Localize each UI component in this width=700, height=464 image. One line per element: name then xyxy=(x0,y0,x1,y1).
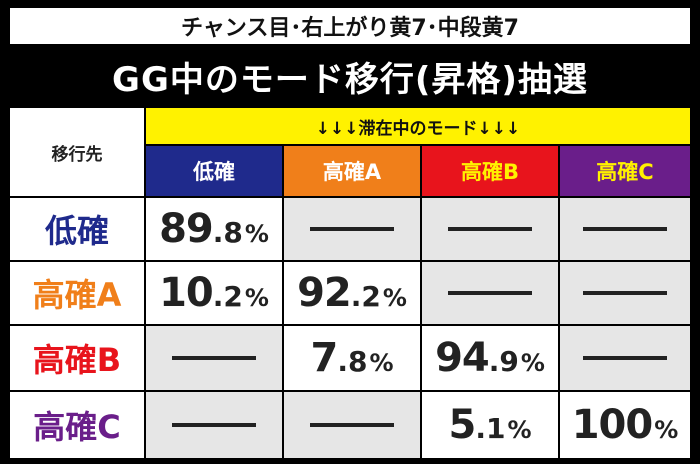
no-transition-cell xyxy=(422,198,558,260)
column-header: 高確C xyxy=(560,146,690,196)
column-header: 高確A xyxy=(284,146,420,196)
no-transition-cell xyxy=(146,392,282,458)
column-header: 低確 xyxy=(146,146,282,196)
probability-cell: 7.8% xyxy=(284,326,420,390)
column-header: 高確B xyxy=(422,146,558,196)
dash-mark xyxy=(583,227,667,231)
probability-cell: 100% xyxy=(560,392,690,458)
dash-mark xyxy=(583,356,667,360)
no-transition-cell xyxy=(560,326,690,390)
no-transition-cell xyxy=(284,198,420,260)
probability-cell: 10.2% xyxy=(146,262,282,324)
no-transition-cell xyxy=(422,262,558,324)
row-header: 高確C xyxy=(10,392,144,458)
probability-cell: 5.1% xyxy=(422,392,558,458)
dash-mark xyxy=(172,356,256,360)
probability-cell: 92.2% xyxy=(284,262,420,324)
page-title: GG中のモード移行(昇格)抽選 xyxy=(112,59,588,100)
dash-mark xyxy=(172,423,256,427)
no-transition-cell xyxy=(560,262,690,324)
row-header: 低確 xyxy=(10,198,144,260)
row-header: 高確A xyxy=(10,262,144,324)
dash-mark xyxy=(310,227,394,231)
no-transition-cell xyxy=(560,198,690,260)
dash-mark xyxy=(583,291,667,295)
dash-mark xyxy=(310,423,394,427)
probability-cell: 89.8% xyxy=(146,198,282,260)
no-transition-cell xyxy=(284,392,420,458)
current-mode-header: ↓↓↓滞在中のモード↓↓↓ xyxy=(146,108,690,144)
row-header: 高確B xyxy=(10,326,144,390)
probability-cell: 94.9% xyxy=(422,326,558,390)
dash-mark xyxy=(448,227,532,231)
no-transition-cell xyxy=(146,326,282,390)
transition-grid: 移行先 ↓↓↓滞在中のモード↓↓↓ 低確 高確A 高確B 高確C 低確 89.8% 高確A 1… xyxy=(10,108,690,458)
destination-header: 移行先 xyxy=(10,108,144,196)
dash-mark xyxy=(448,291,532,295)
condition-subtitle: チャンス目･右上がり黄7･中段黄7 xyxy=(10,8,690,44)
